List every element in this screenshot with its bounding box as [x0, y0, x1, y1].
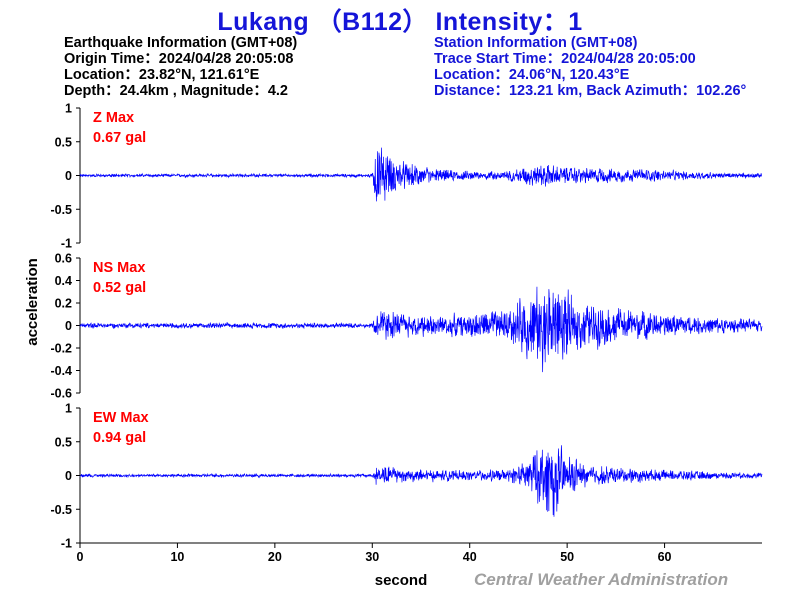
x-tick-label: 0 — [77, 550, 84, 564]
ns-y-tick-label: -0.6 — [50, 387, 72, 401]
station-location: Location：24.06°N, 120.43°E — [434, 67, 630, 83]
ns-y-tick-label: -0.2 — [50, 342, 72, 356]
trace-start-time: Trace Start Time：2024/04/28 20:05:00 — [434, 51, 696, 67]
station-info-heading: Station Information (GMT+08) — [434, 35, 638, 51]
z-y-tick-label: -1 — [61, 237, 72, 251]
credit-text: Central Weather Administration — [474, 570, 729, 589]
epicenter-location: Location：23.82°N, 121.61°E — [64, 67, 260, 83]
ew-y-tick-label: 1 — [65, 402, 72, 416]
ew-max-label: EW Max — [93, 410, 149, 426]
x-tick-label: 10 — [170, 550, 184, 564]
ew-y-tick-label: 0.5 — [55, 435, 72, 449]
ew-max-value: 0.94 gal — [93, 430, 146, 446]
y-axis-title: acceleration — [24, 258, 41, 346]
z-trace — [79, 147, 763, 202]
ns-y-tick-label: -0.4 — [50, 364, 72, 378]
earthquake-info-heading: Earthquake Information (GMT+08) — [64, 35, 298, 51]
ns-y-tick-label: 0.2 — [55, 297, 72, 311]
z-max-label: Z Max — [93, 110, 134, 126]
depth-magnitude: Depth：24.4km , Magnitude：4.2 — [64, 83, 288, 99]
z-max-value: 0.67 gal — [93, 130, 146, 146]
origin-time: Origin Time：2024/04/28 20:05:08 — [64, 51, 294, 67]
x-tick-label: 50 — [560, 550, 574, 564]
x-tick-label: 60 — [658, 550, 672, 564]
z-y-tick-label: 0 — [65, 169, 72, 183]
ns-y-tick-label: 0.6 — [55, 252, 72, 266]
station-info: Station Information (GMT+08) Trace Start… — [434, 35, 746, 99]
x-tick-label: 30 — [365, 550, 379, 564]
z-y-tick-label: 0.5 — [55, 135, 72, 149]
x-tick-label: 20 — [268, 550, 282, 564]
ew-y-tick-label: -0.5 — [50, 503, 72, 517]
ew-trace — [79, 445, 763, 517]
chart-title: Lukang （B112） Intensity：1 — [217, 8, 583, 36]
ns-max-label: NS Max — [93, 260, 145, 276]
ns-trace — [79, 286, 763, 373]
earthquake-info: Earthquake Information (GMT+08) Origin T… — [64, 35, 297, 99]
ew-y-tick-label: 0 — [65, 469, 72, 483]
z-y-tick-label: 1 — [65, 102, 72, 116]
ns-y-tick-label: 0 — [65, 319, 72, 333]
distance-azimuth: Distance：123.21 km, Back Azimuth：102.26° — [434, 83, 747, 99]
ns-y-tick-label: 0.4 — [55, 274, 72, 288]
x-axis-title: second — [375, 572, 428, 589]
ns-max-value: 0.52 gal — [93, 280, 146, 296]
z-y-tick-label: -0.5 — [50, 203, 72, 217]
x-tick-label: 40 — [463, 550, 477, 564]
ew-y-tick-label: -1 — [61, 537, 72, 551]
